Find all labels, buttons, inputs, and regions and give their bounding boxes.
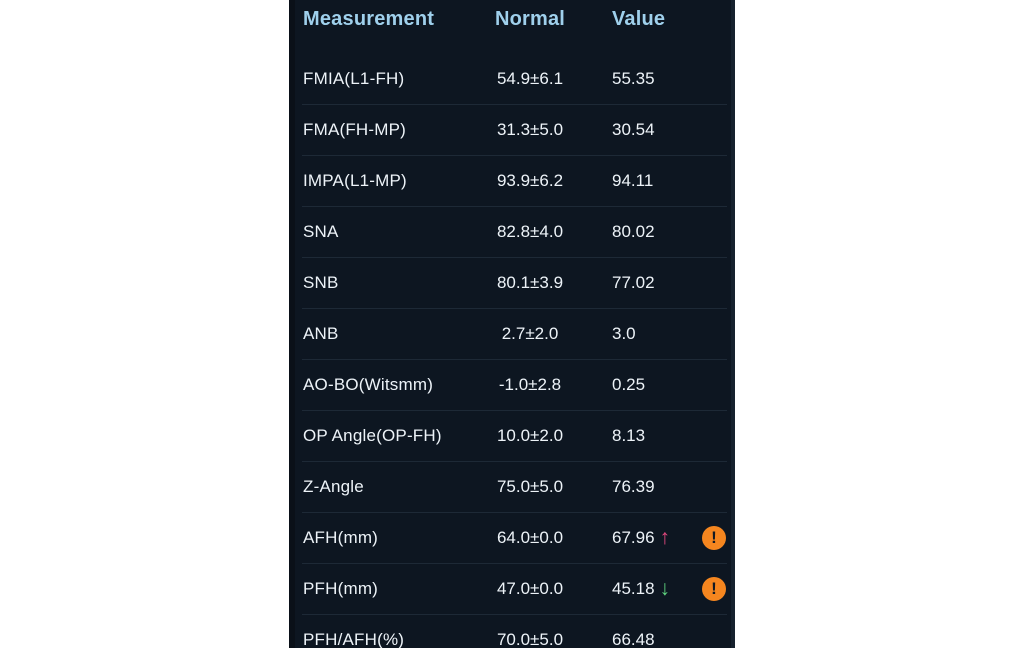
down-arrow-icon: ↓ <box>659 577 671 600</box>
table-header: Measurement Normal Value <box>295 0 735 53</box>
value-cell: 67.96 ↑ ! <box>595 525 735 550</box>
normal-range-value: 31.3±5.0 <box>496 119 564 139</box>
measurement-label: SNB <box>303 272 339 292</box>
normal-range-value: 70.0±5.0 <box>496 629 564 648</box>
table-row[interactable]: FMA(FH-MP) 31.3±5.0 30.54 <box>295 104 735 155</box>
measurement-label: IMPA(L1-MP) <box>303 170 407 190</box>
measured-value: 67.96 <box>612 527 655 547</box>
normal-range-value: 64.0±0.0 <box>496 527 564 547</box>
measurement-label: AFH(mm) <box>303 527 379 547</box>
measured-value: 77.02 <box>612 272 655 292</box>
normal-range-value: -1.0±2.8 <box>498 374 562 394</box>
measured-value: 94.11 <box>612 170 654 190</box>
up-arrow-icon: ↑ <box>659 526 671 549</box>
table-row[interactable]: PFH(mm) 47.0±0.0 45.18 ↓ ! <box>295 563 735 614</box>
measurements-panel: Measurement Normal Value FMIA(L1-FH) 54.… <box>289 0 735 648</box>
warning-icon[interactable]: ! <box>702 576 726 601</box>
column-header-measurement: Measurement <box>303 8 435 30</box>
measurement-label: AO-BO(Witsmm) <box>303 374 434 394</box>
measurement-label: FMA(FH-MP) <box>303 119 407 139</box>
value-cell: 80.02 <box>595 222 735 242</box>
table-row[interactable]: OP Angle(OP-FH) 10.0±2.0 8.13 <box>295 410 735 461</box>
measured-value: 30.54 <box>612 119 655 139</box>
normal-range-value: 10.0±2.0 <box>496 425 564 445</box>
table-row[interactable]: AO-BO(Witsmm) -1.0±2.8 0.25 <box>295 359 735 410</box>
table-row[interactable]: Z-Angle 75.0±5.0 76.39 <box>295 461 735 512</box>
table-row[interactable]: AFH(mm) 64.0±0.0 67.96 ↑ ! <box>295 512 735 563</box>
table-row[interactable]: FMIA(L1-FH) 54.9±6.1 55.35 <box>295 53 735 104</box>
value-cell: 8.13 <box>595 426 735 446</box>
measured-value: 55.35 <box>612 68 655 88</box>
normal-range-value: 54.9±6.1 <box>496 68 564 88</box>
table-body: FMIA(L1-FH) 54.9±6.1 55.35 FMA(FH-MP) 31… <box>295 53 735 648</box>
measured-value: 3.0 <box>612 323 636 343</box>
measured-value: 8.13 <box>612 425 646 445</box>
value-cell: 94.11 <box>595 171 735 191</box>
measured-value: 80.02 <box>612 221 655 241</box>
table-row[interactable]: SNB 80.1±3.9 77.02 <box>295 257 735 308</box>
table-row[interactable]: SNA 82.8±4.0 80.02 <box>295 206 735 257</box>
column-header-normal: Normal <box>494 8 566 30</box>
scrollbar[interactable] <box>731 0 735 648</box>
measured-value: 76.39 <box>612 476 655 496</box>
column-header-value: Value <box>612 8 666 30</box>
measurement-label: PFH(mm) <box>303 578 379 598</box>
normal-range-value: 2.7±2.0 <box>501 323 559 343</box>
value-cell: 76.39 <box>595 477 735 497</box>
value-cell: 55.35 <box>595 69 735 89</box>
measurement-label: PFH/AFH(%) <box>303 629 405 648</box>
table-row[interactable]: PFH/AFH(%) 70.0±5.0 66.48 <box>295 614 735 648</box>
measurement-label: Z-Angle <box>303 476 364 496</box>
value-cell: 77.02 <box>595 273 735 293</box>
normal-range-value: 47.0±0.0 <box>496 578 564 598</box>
measured-value: 45.18 <box>612 578 655 598</box>
measurement-label: SNA <box>303 221 339 241</box>
measurement-label: OP Angle(OP-FH) <box>303 425 442 445</box>
value-cell: 0.25 <box>595 375 735 395</box>
warning-icon[interactable]: ! <box>702 525 726 550</box>
value-cell: 30.54 <box>595 120 735 140</box>
table-row[interactable]: ANB 2.7±2.0 3.0 <box>295 308 735 359</box>
value-cell: 3.0 <box>595 324 735 344</box>
normal-range-value: 82.8±4.0 <box>496 221 564 241</box>
table-row[interactable]: IMPA(L1-MP) 93.9±6.2 94.11 <box>295 155 735 206</box>
normal-range-value: 93.9±6.2 <box>496 170 564 190</box>
value-cell: 66.48 <box>595 630 735 648</box>
normal-range-value: 75.0±5.0 <box>496 476 564 496</box>
value-cell: 45.18 ↓ ! <box>595 576 735 601</box>
measurement-label: FMIA(L1-FH) <box>303 68 405 88</box>
measured-value: 0.25 <box>612 374 646 394</box>
measured-value: 66.48 <box>612 629 655 648</box>
measurement-label: ANB <box>303 323 339 343</box>
normal-range-value: 80.1±3.9 <box>496 272 564 292</box>
